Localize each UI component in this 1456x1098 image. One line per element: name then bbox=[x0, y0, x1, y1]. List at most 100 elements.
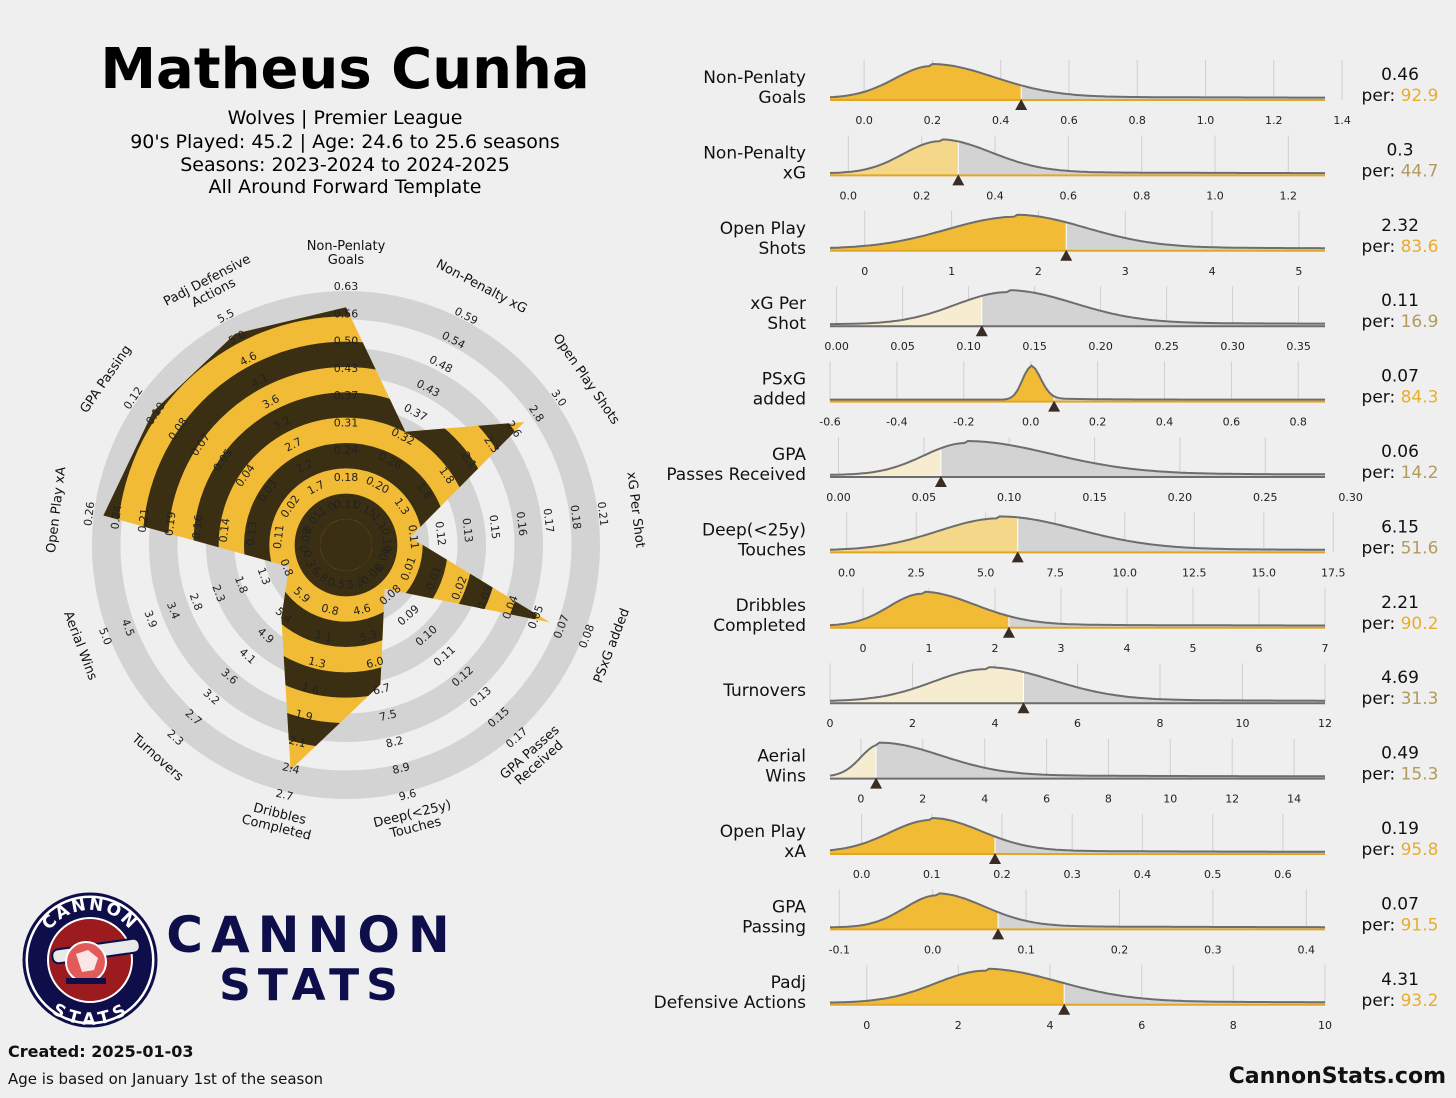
panel-area-below bbox=[830, 893, 999, 930]
radar-tick-label: 3.8 bbox=[345, 575, 365, 592]
panel-tick-label: 0.6 bbox=[1060, 114, 1078, 127]
panel-tick-label: 0.0 bbox=[1022, 416, 1040, 429]
radar-axis-label: Aerial Wins bbox=[60, 609, 100, 682]
radar-tick-label: 1.1 bbox=[313, 628, 333, 645]
panel-tick-label: 15.0 bbox=[1252, 566, 1277, 579]
panel-value-marker bbox=[870, 777, 883, 789]
panel-tick-label: 2 bbox=[919, 793, 926, 806]
panel-tick-label: 12 bbox=[1318, 717, 1332, 730]
panel-density-curve bbox=[829, 62, 1325, 99]
radar-tick-label: 0.5 bbox=[326, 575, 346, 592]
panel-tick-label: 2.5 bbox=[907, 566, 925, 579]
radar-tick-label: 8.2 bbox=[385, 734, 405, 751]
panel-tick-label: 1.0 bbox=[1206, 189, 1224, 202]
panel-percentile-value: 93.2 bbox=[1401, 991, 1439, 1011]
site-link[interactable]: CannonStats.com bbox=[1228, 1064, 1446, 1089]
panel-tick-label: 2 bbox=[1035, 265, 1042, 278]
panel-tick-label: 0.2 bbox=[913, 189, 931, 202]
panel-metric-label-line: Aerial bbox=[757, 747, 806, 767]
panel-tick-label: 4 bbox=[992, 717, 999, 730]
panel-metric-label-line: xA bbox=[784, 842, 806, 862]
panel-metric-label: PSxG added bbox=[753, 370, 806, 410]
panel-tick-label: 0.2 bbox=[1089, 416, 1107, 429]
panel-value-marker bbox=[989, 853, 1001, 864]
panel-percentile-prefix: per: bbox=[1362, 538, 1401, 558]
radar-tick-label: 5.3 bbox=[358, 628, 378, 645]
panel-tick-label: 0.20 bbox=[1168, 491, 1193, 504]
panel-tick-label: 4 bbox=[981, 793, 988, 806]
radar-tick-label: 2.8 bbox=[187, 591, 205, 612]
radar-tick-label: 0.11 bbox=[405, 524, 421, 550]
panel-value-marker bbox=[1015, 99, 1028, 110]
radar-tick-label: 0.24 bbox=[334, 444, 359, 457]
panel-tick-label: 5.0 bbox=[977, 566, 995, 579]
panel-tick-label: 1.0 bbox=[1197, 114, 1215, 127]
panel-0: 0.0 0.2 0.4 0.6 0.8 1.0 1.2 1.4 Non-Penlaty Goals… bbox=[703, 60, 1438, 127]
panel-density-curve bbox=[829, 138, 1325, 175]
radar-axis-label: Deep(<25y)Touches bbox=[372, 798, 456, 845]
radar-tick-label: 0.43 bbox=[334, 362, 359, 375]
panel-percentile-text: per: 95.8 bbox=[1362, 840, 1439, 860]
radar-axis-label-line: Non-Penlaty bbox=[307, 239, 386, 254]
panel-tick-label: 3 bbox=[1058, 642, 1065, 655]
radar-tick-label: 0.3 bbox=[300, 549, 318, 570]
panel-tick-label: 8 bbox=[1105, 793, 1112, 806]
panel-percentile-value: 92.9 bbox=[1401, 86, 1439, 106]
panel-tick-label: 0.8 bbox=[1128, 114, 1146, 127]
radar-axis-label-line: Goals bbox=[328, 253, 365, 268]
panel-percentile-value: 83.6 bbox=[1401, 237, 1439, 257]
panel-value-text: 0.07 bbox=[1381, 894, 1419, 914]
panel-area-below bbox=[830, 139, 959, 176]
panel-tick-label: 0 bbox=[863, 1019, 870, 1032]
panel-area-below bbox=[830, 516, 1018, 553]
panel-value-text: 4.31 bbox=[1381, 970, 1419, 990]
distribution-panels: 0.0 0.2 0.4 0.6 0.8 1.0 1.2 1.4 Non-Penlaty Goals… bbox=[654, 60, 1439, 1032]
panel-tick-label: 0.10 bbox=[997, 491, 1022, 504]
panel-tick-label: 5 bbox=[1190, 642, 1197, 655]
panel-tick-label: 6 bbox=[1256, 642, 1263, 655]
template-name: All Around Forward Template bbox=[209, 176, 482, 198]
panel-density-curve bbox=[830, 289, 1325, 326]
panel-metric-label-line: Touches bbox=[737, 540, 806, 560]
radar-stripe bbox=[294, 493, 398, 597]
radar-tick-label: 0.12 bbox=[432, 521, 448, 547]
panel-tick-label: 0 bbox=[860, 642, 867, 655]
radar-tick-label: 1.3 bbox=[255, 566, 273, 587]
radar-tick-label: 1.3 bbox=[307, 654, 327, 671]
panel-metric-label: Open Play xA bbox=[720, 822, 807, 862]
radar-tick-label: 0.13 bbox=[459, 517, 475, 543]
panel-percentile-value: 84.3 bbox=[1401, 388, 1439, 408]
radar-tick-label: 0.8 bbox=[277, 557, 295, 578]
panel-tick-label: 10.0 bbox=[1113, 566, 1138, 579]
panel-area-below bbox=[830, 667, 1024, 704]
panel-percentile-text: per: 91.5 bbox=[1362, 915, 1439, 935]
panel-tick-label: -0.6 bbox=[819, 416, 840, 429]
panel-metric-label: Dribbles Completed bbox=[713, 596, 806, 636]
panel-value-text: 2.32 bbox=[1381, 216, 1419, 236]
panel-metric-label-line: Turnovers bbox=[722, 681, 806, 701]
panel-tick-label: 0.3 bbox=[1204, 943, 1222, 956]
logo-word-stats: STATS bbox=[219, 960, 405, 1011]
panel-area-below bbox=[830, 365, 1055, 402]
panel-percentile-text: per: 84.3 bbox=[1362, 388, 1439, 408]
radar-axis-label: Open Play xA bbox=[44, 466, 69, 554]
panel-tick-label: 0.10 bbox=[956, 340, 981, 353]
panel-tick-label: -0.2 bbox=[953, 416, 974, 429]
panel-tick-label: 1.2 bbox=[1265, 114, 1283, 127]
radar-tick-label: 0.18 bbox=[334, 471, 359, 484]
panel-percentile-text: per: 14.2 bbox=[1362, 463, 1439, 483]
panel-metric-label-line: Passing bbox=[742, 917, 806, 937]
radar-tick-label: 0.24 bbox=[108, 504, 124, 530]
radar-chart: 0.11 0.18 0.24 0.31 0.37 0.43 0.50 0.56 0.63 Non-… bbox=[44, 239, 647, 845]
panel-6: 0.0 2.5 5.0 7.5 10.0 12.5 15.0 17.5 Deep(<25y) To… bbox=[702, 512, 1438, 579]
panel-tick-label: 12.5 bbox=[1182, 566, 1207, 579]
player-name: Matheus Cunha bbox=[100, 37, 589, 102]
radar-axis-label: Non-Penlaty Goals bbox=[307, 239, 386, 268]
radar-tick-label: 1.6 bbox=[300, 681, 320, 698]
panel-metric-label-line: Open Play bbox=[720, 219, 806, 239]
radar-tick-label: 0.09 bbox=[298, 527, 314, 553]
panel-metric-label: GPA Passing bbox=[742, 897, 806, 937]
panel-tick-label: 0.2 bbox=[1111, 943, 1129, 956]
